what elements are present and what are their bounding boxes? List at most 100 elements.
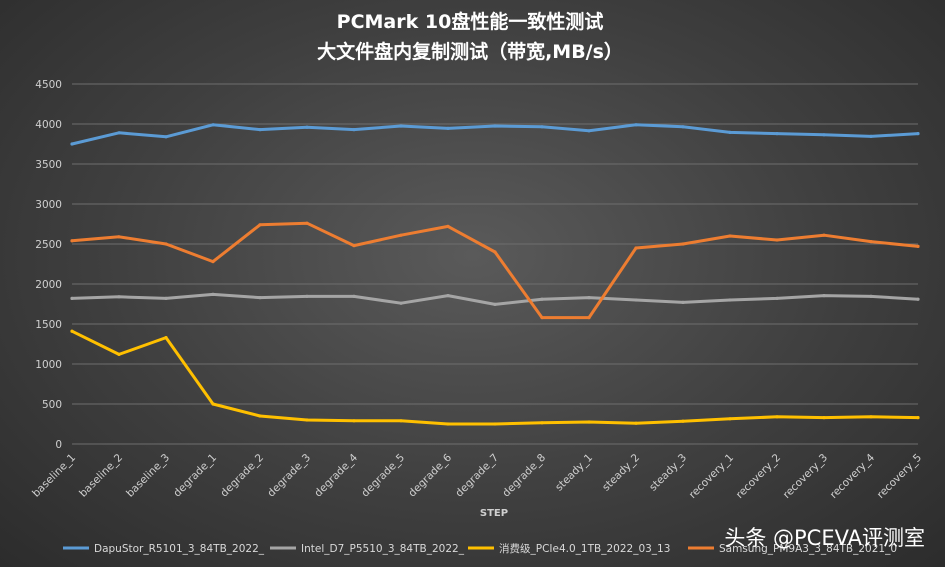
data-point (587, 316, 591, 320)
data-point (587, 420, 591, 424)
x-tick-label: degrade_3 (265, 452, 313, 500)
data-point (446, 126, 450, 130)
data-point (211, 260, 215, 264)
data-point (352, 244, 356, 248)
data-point (493, 124, 497, 128)
data-point (916, 132, 920, 136)
x-tick-label: baseline_1 (30, 452, 78, 500)
legend-entry: DapuStor_R5101_3_84TB_2022_ (94, 543, 265, 555)
x-tick-label: recovery_2 (734, 452, 783, 501)
x-tick-label: baseline_3 (124, 452, 172, 500)
data-point (540, 297, 544, 301)
y-tick-label: 500 (42, 399, 62, 411)
x-tick-label: degrade_7 (453, 452, 501, 500)
data-point (211, 402, 215, 406)
data-point (587, 296, 591, 300)
data-point (446, 422, 450, 426)
chart-subtitle: 大文件盘内复制测试（带宽,MB/s） (317, 40, 623, 63)
data-point (916, 244, 920, 248)
x-axis-label: STEP (480, 508, 508, 519)
y-tick-label: 2500 (35, 239, 62, 251)
data-point (728, 298, 732, 302)
x-tick-label: recovery_1 (687, 452, 736, 501)
data-point (728, 417, 732, 421)
x-tick-label: steady_2 (600, 452, 642, 494)
data-point (869, 134, 873, 138)
data-point (352, 128, 356, 132)
x-tick-label: degrade_1 (171, 452, 219, 500)
data-point (681, 419, 685, 423)
data-point (775, 296, 779, 300)
x-tick-label: recovery_3 (781, 452, 830, 501)
y-axis: 0 500 1000 1500 2000 2500 3000 3500 4000 4500 (35, 79, 62, 451)
data-point (305, 294, 309, 298)
data-point (352, 419, 356, 423)
legend: DapuStor_R5101_3_84TB_2022_ Intel_D7_P551… (63, 542, 897, 555)
gridlines (72, 83, 918, 445)
data-point (399, 301, 403, 305)
data-point (70, 142, 74, 146)
data-point (305, 418, 309, 422)
data-point (775, 238, 779, 242)
data-point (634, 298, 638, 302)
data-point (728, 130, 732, 134)
watermark: 头条 @PCEVA评测室 (724, 526, 925, 550)
data-point (399, 419, 403, 423)
data-point (681, 242, 685, 246)
data-point (634, 246, 638, 250)
y-tick-label: 3500 (35, 159, 62, 171)
legend-entry: Intel_D7_P5510_3_84TB_2022_ (301, 543, 465, 555)
x-tick-label: recovery_5 (875, 452, 924, 501)
y-tick-label: 1500 (35, 319, 62, 331)
data-point (634, 421, 638, 425)
data-point (117, 295, 121, 299)
data-point (117, 235, 121, 239)
data-point (164, 242, 168, 246)
data-point (540, 125, 544, 129)
y-tick-label: 4500 (35, 79, 62, 91)
data-point (258, 414, 262, 418)
data-point (775, 132, 779, 136)
data-point (540, 316, 544, 320)
data-point (634, 123, 638, 127)
data-point (70, 239, 74, 243)
data-point (164, 135, 168, 139)
data-point (822, 416, 826, 420)
data-point (728, 234, 732, 238)
data-point (916, 297, 920, 301)
data-point (164, 296, 168, 300)
x-tick-label: steady_3 (647, 452, 689, 494)
data-point (540, 421, 544, 425)
x-tick-label: degrade_5 (359, 452, 407, 500)
data-point (869, 294, 873, 298)
data-point (70, 329, 74, 333)
series-line (70, 123, 920, 146)
data-point (446, 224, 450, 228)
data-point (493, 250, 497, 254)
y-tick-label: 3000 (35, 199, 62, 211)
data-point (822, 133, 826, 137)
data-point (305, 125, 309, 129)
data-point (869, 415, 873, 419)
data-point (164, 336, 168, 340)
y-tick-label: 0 (55, 439, 62, 451)
data-point (822, 233, 826, 237)
data-point (822, 294, 826, 298)
chart-title: PCMark 10盘性能一致性测试 (337, 10, 604, 33)
data-point (305, 221, 309, 225)
data-point (916, 416, 920, 420)
x-tick-label: degrade_2 (218, 452, 266, 500)
data-point (211, 123, 215, 127)
data-point (258, 223, 262, 227)
x-tick-label: degrade_4 (312, 451, 360, 499)
x-tick-label: degrade_6 (406, 451, 454, 499)
data-point (258, 296, 262, 300)
data-point (352, 294, 356, 298)
data-point (681, 300, 685, 304)
x-tick-label: baseline_2 (77, 452, 125, 500)
data-point (258, 128, 262, 132)
data-point (446, 294, 450, 298)
data-point (211, 292, 215, 296)
legend-entry: 消费级_PCIe4.0_1TB_2022_03_13 (499, 542, 670, 555)
